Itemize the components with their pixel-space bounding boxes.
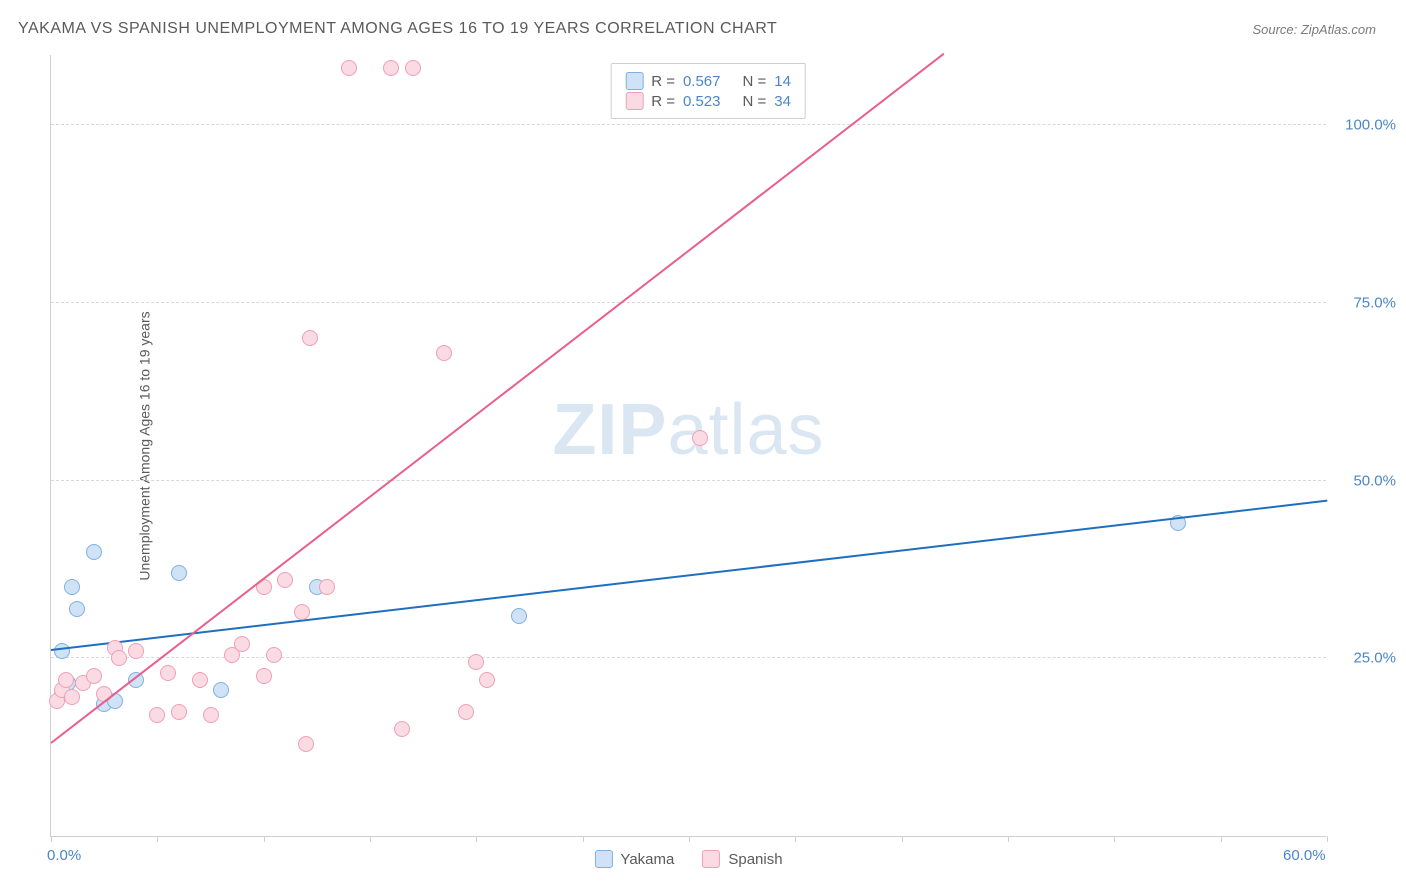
x-tick [1114,836,1115,842]
gridline-h [51,124,1326,125]
watermark: ZIPatlas [552,389,824,471]
scatter-dot [511,608,527,624]
x-max-label: 60.0% [1283,847,1326,864]
scatter-dot [394,721,410,737]
scatter-dot [319,579,335,595]
n-value: 34 [774,93,791,110]
n-value: 14 [774,73,791,90]
scatter-dot [294,604,310,620]
trend-line [51,500,1327,651]
legend-swatch [625,72,643,90]
scatter-dot [192,672,208,688]
y-tick-label: 100.0% [1345,117,1396,134]
r-label: R = [651,73,675,90]
scatter-dot [213,682,229,698]
r-label: R = [651,93,675,110]
gridline-h [51,657,1326,658]
scatter-dot [458,704,474,720]
scatter-dot [171,565,187,581]
r-value: 0.523 [683,93,721,110]
scatter-dot [86,544,102,560]
n-label: N = [743,73,767,90]
scatter-dot [405,60,421,76]
scatter-dot [58,672,74,688]
scatter-dot [266,647,282,663]
x-tick [583,836,584,842]
legend-label: Spanish [728,851,782,868]
x-tick [51,836,52,842]
r-value: 0.567 [683,73,721,90]
x-tick [902,836,903,842]
series-legend: Yakama Spanish [594,850,782,868]
scatter-dot [160,665,176,681]
gridline-h [51,480,1326,481]
x-min-label: 0.0% [47,847,81,864]
series-legend-item: Spanish [702,850,782,868]
x-tick [1008,836,1009,842]
gridline-h [51,302,1326,303]
stats-legend: R = 0.567 N = 14 R = 0.523 N = 34 [610,63,806,119]
source-link[interactable]: ZipAtlas.com [1301,22,1376,37]
trend-line [50,52,944,743]
scatter-dot [436,345,452,361]
scatter-dot [692,430,708,446]
scatter-dot [171,704,187,720]
scatter-dot [149,707,165,723]
scatter-dot [64,689,80,705]
legend-swatch [625,92,643,110]
series-legend-item: Yakama [594,850,674,868]
x-tick [1221,836,1222,842]
stats-legend-row: R = 0.523 N = 34 [625,92,791,110]
scatter-dot [302,330,318,346]
x-tick [264,836,265,842]
scatter-dot [341,60,357,76]
scatter-dot [128,643,144,659]
x-tick [476,836,477,842]
chart-title: YAKAMA VS SPANISH UNEMPLOYMENT AMONG AGE… [18,20,777,38]
x-tick [689,836,690,842]
scatter-dot [298,736,314,752]
scatter-dot [86,668,102,684]
legend-swatch [594,850,612,868]
source-credit: Source: ZipAtlas.com [1252,22,1376,37]
watermark-bold: ZIP [552,390,667,470]
n-label: N = [743,93,767,110]
source-prefix: Source: [1252,22,1300,37]
y-tick-label: 25.0% [1353,650,1396,667]
legend-swatch [702,850,720,868]
scatter-dot [111,650,127,666]
watermark-light: atlas [667,390,824,470]
scatter-dot [479,672,495,688]
scatter-dot [203,707,219,723]
scatter-dot [234,636,250,652]
stats-legend-row: R = 0.567 N = 14 [625,72,791,90]
x-tick [795,836,796,842]
x-tick [370,836,371,842]
y-tick-label: 75.0% [1353,294,1396,311]
legend-label: Yakama [620,851,674,868]
scatter-dot [69,601,85,617]
y-tick-label: 50.0% [1353,472,1396,489]
chart-plot-area: ZIPatlas 25.0%50.0%75.0%100.0%0.0%60.0%R… [50,55,1326,837]
scatter-dot [54,643,70,659]
scatter-dot [64,579,80,595]
scatter-dot [277,572,293,588]
x-tick [157,836,158,842]
scatter-dot [468,654,484,670]
x-tick [1327,836,1328,842]
scatter-dot [256,668,272,684]
scatter-dot [383,60,399,76]
